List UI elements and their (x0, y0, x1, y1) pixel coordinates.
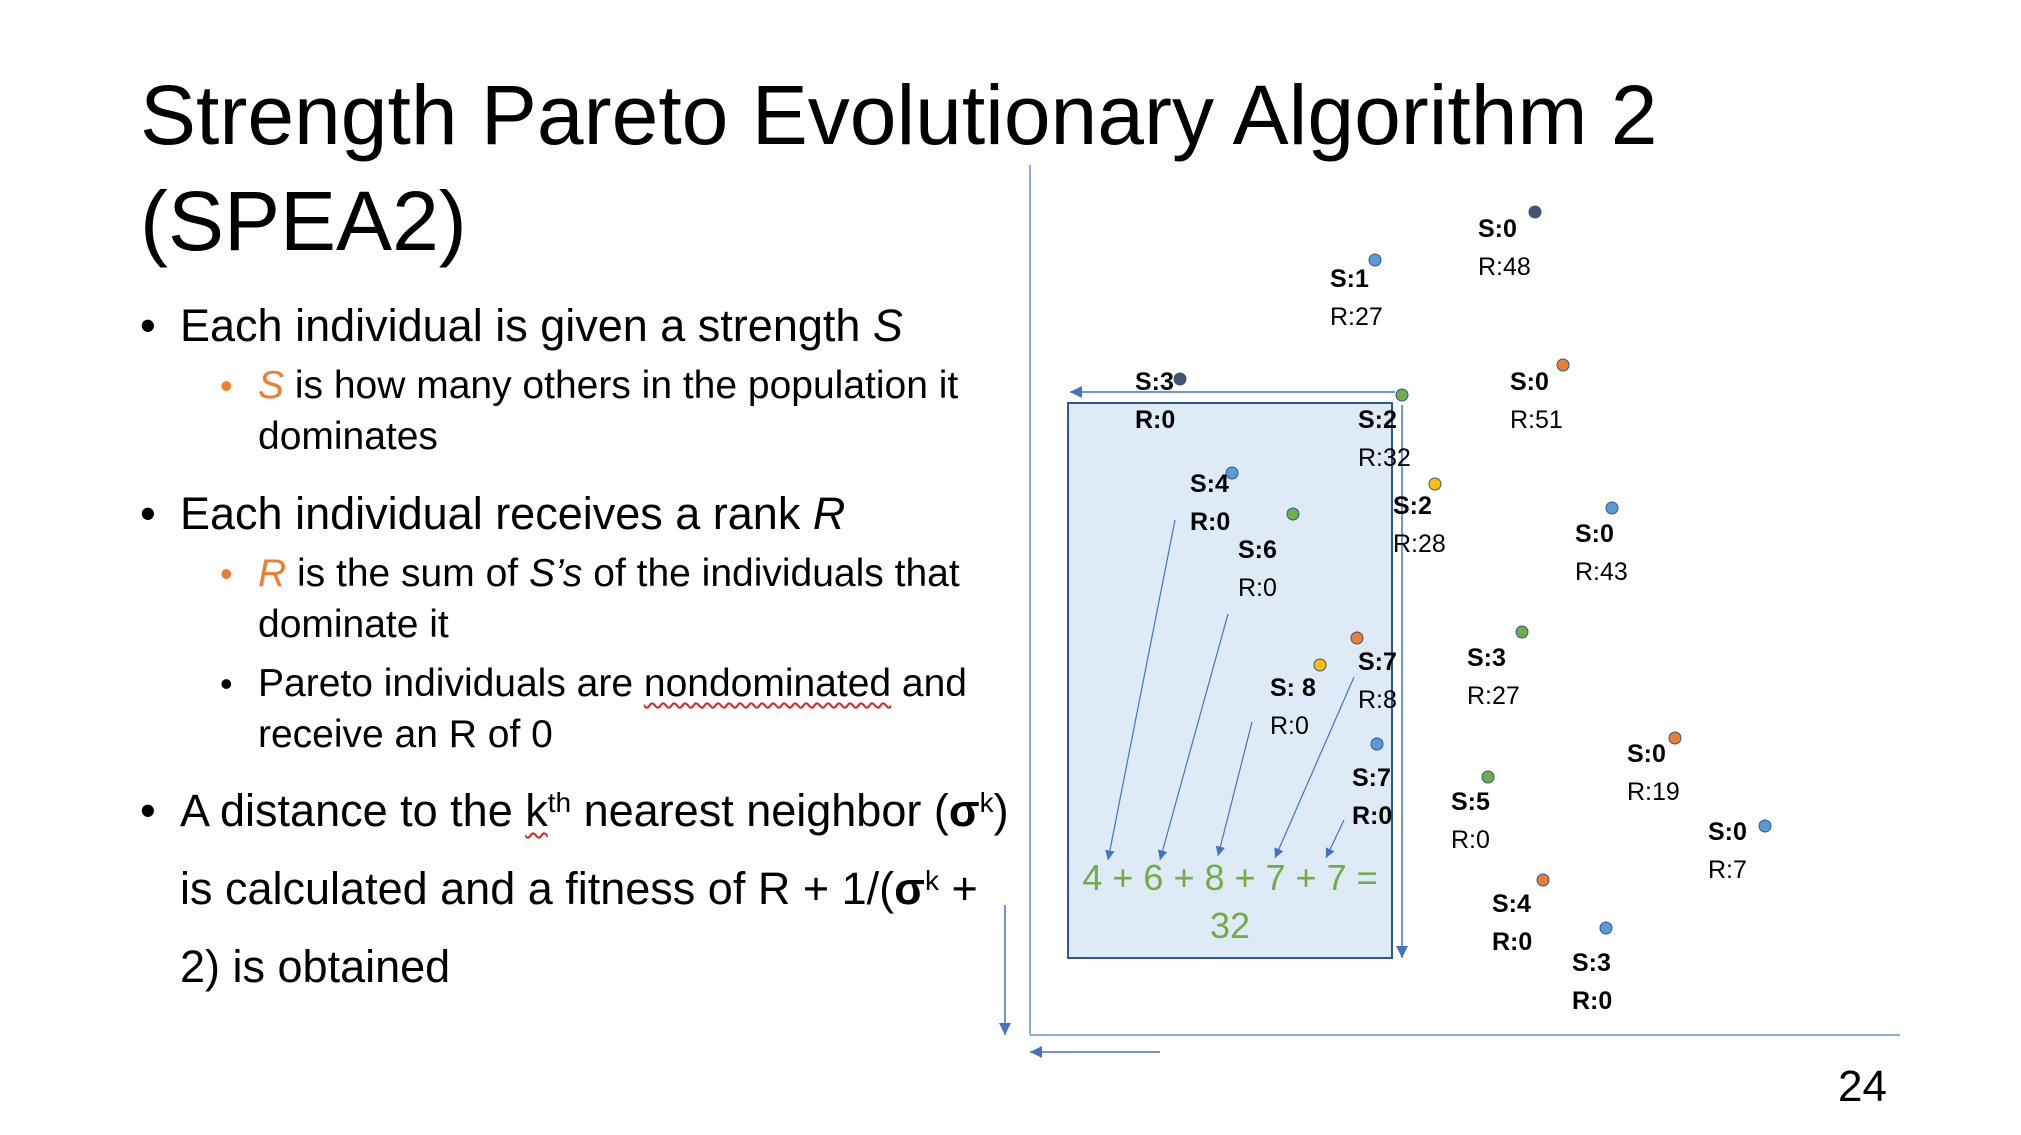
sub-bullet-pareto-text-b: and receive an R of 0 (258, 662, 967, 756)
population-point (1368, 253, 1382, 267)
strength-label: S:3 (1572, 949, 1611, 977)
dominated-region-box (1067, 402, 1393, 959)
rank-label: R:8 (1358, 686, 1397, 714)
population-point (1286, 507, 1300, 521)
strength-var-sub: S (258, 364, 285, 407)
rank-label: R:0 (1492, 928, 1532, 956)
strength-label: S:3 (1467, 644, 1506, 672)
strength-label: S:1 (1330, 265, 1369, 293)
bullet-fitness-text-c: ) is calculated and a fitness of R + 1/( (180, 785, 1009, 914)
rank-label: R:0 (1352, 802, 1392, 830)
bullet-strength: Each individual is given a strength S (140, 300, 1020, 352)
title-line-2: (SPEA2) (140, 174, 467, 268)
population-point (1370, 737, 1384, 751)
rank-label: R:48 (1478, 253, 1531, 281)
population-point (1515, 625, 1529, 639)
points-layer: S:0 R:48 S:1 R:27 S:3 R:0 S:2 R:32 S:0 R:51 S:4 R:0… (1135, 205, 1772, 1015)
page-number: 24 (1838, 1062, 1887, 1111)
population-point (1350, 631, 1364, 645)
rank-label: R:7 (1708, 856, 1747, 884)
strength-label: S:6 (1238, 536, 1277, 564)
population-point (1225, 466, 1239, 480)
strength-label: S:0 (1478, 215, 1517, 243)
bullet-strength-text: Each individual is given a strength (180, 300, 873, 351)
strength-label: S:2 (1393, 492, 1432, 520)
sub-bullet-pareto: Pareto individuals are nondominated and … (220, 658, 1020, 760)
rank-var-sub: R (258, 552, 287, 595)
rank-var: R (812, 488, 846, 539)
population-point (1605, 501, 1619, 515)
rank-label: R:28 (1393, 530, 1446, 558)
sigma-k-1: k (979, 787, 994, 818)
sigma-symbol-2: σ (894, 863, 925, 914)
rank-label: R:0 (1451, 826, 1490, 854)
bullet-list: Each individual is given a strength S S … (140, 300, 1020, 1006)
s-plural-var: S’s (528, 552, 583, 595)
strength-label: S:5 (1451, 788, 1490, 816)
strength-label: S:0 (1510, 368, 1549, 396)
population-point (1395, 388, 1409, 402)
nondominated-word: nondominated (643, 662, 892, 705)
sum-line-2: 32 (1210, 905, 1250, 946)
population-point (1599, 921, 1613, 935)
sub-bullet-strength-text: is how many others in the population it … (258, 364, 959, 458)
population-point (1528, 205, 1542, 219)
population-point (1313, 658, 1327, 672)
population-point (1536, 873, 1550, 887)
rank-label: R:27 (1330, 303, 1383, 331)
sub-bullet-rank: R is the sum of S’s of the individuals t… (220, 548, 1020, 650)
population-point (1758, 819, 1772, 833)
kth-th: th (547, 787, 572, 818)
strength-label: S:4 (1492, 890, 1531, 918)
sub-bullet-pareto-text-a: Pareto individuals are (258, 662, 644, 705)
rank-label: R:0 (1572, 987, 1612, 1015)
sub-bullet-rank-text-b: of the individuals that dominate it (258, 552, 960, 646)
pointer-arrow-2 (1157, 613, 1229, 861)
population-point (1428, 477, 1442, 491)
strength-label: S:7 (1352, 764, 1391, 792)
sigma-symbol-1: σ (948, 785, 980, 836)
sum-line-1: 4 + 6 + 8 + 7 + 7 = (1082, 857, 1377, 898)
pointer-arrow-1 (1105, 519, 1176, 861)
bullet-fitness-text-a: A distance to the (180, 785, 526, 836)
population-point (1556, 358, 1570, 372)
rank-label: R:19 (1627, 778, 1680, 806)
bullet-fitness-text-b: nearest neighbor ( (571, 785, 949, 836)
strength-label: S:0 (1575, 520, 1614, 548)
rank-label: R:0 (1238, 574, 1277, 602)
strength-label: S:7 (1358, 648, 1397, 676)
bullet-fitness-text-d: + 2) is obtained (180, 863, 978, 992)
rank-label: R:43 (1575, 558, 1628, 586)
rank-label: R:32 (1358, 444, 1411, 472)
population-point (1481, 770, 1495, 784)
sigma-k-2: k (924, 865, 939, 896)
strength-label: S:0 (1627, 740, 1666, 768)
pointer-arrow-4 (1274, 676, 1355, 859)
sub-bullet-strength: S is how many others in the population i… (220, 360, 1020, 462)
bullet-fitness: A distance to the kth nearest neighbor (… (140, 772, 1020, 1006)
strength-label: S: 8 (1270, 674, 1316, 702)
rank-label: R:0 (1270, 712, 1309, 740)
rank-label: R:0 (1135, 406, 1175, 434)
rank-label: R:0 (1190, 508, 1230, 536)
sub-bullet-rank-text-a: is the sum of (286, 552, 529, 595)
strength-label: S:2 (1358, 406, 1397, 434)
rank-label: R:27 (1467, 682, 1520, 710)
strength-label: S:4 (1190, 470, 1229, 498)
title-line-1: Strength Pareto Evolutionary Algorithm 2 (140, 68, 1658, 162)
pointer-arrow-3 (1215, 721, 1253, 857)
kth-k: k (525, 785, 548, 836)
strength-label: S:0 (1708, 818, 1747, 846)
strength-var: S (872, 300, 903, 351)
rank-label: R:51 (1510, 406, 1563, 434)
pointer-arrow-5 (1325, 819, 1345, 859)
strength-label: S:3 (1135, 368, 1174, 396)
bullet-rank: Each individual receives a rank R (140, 488, 1020, 540)
bullet-rank-text: Each individual receives a rank (180, 488, 813, 539)
slide-title: Strength Pareto Evolutionary Algorithm 2… (140, 62, 1780, 274)
population-point (1668, 731, 1682, 745)
population-point (1173, 372, 1187, 386)
